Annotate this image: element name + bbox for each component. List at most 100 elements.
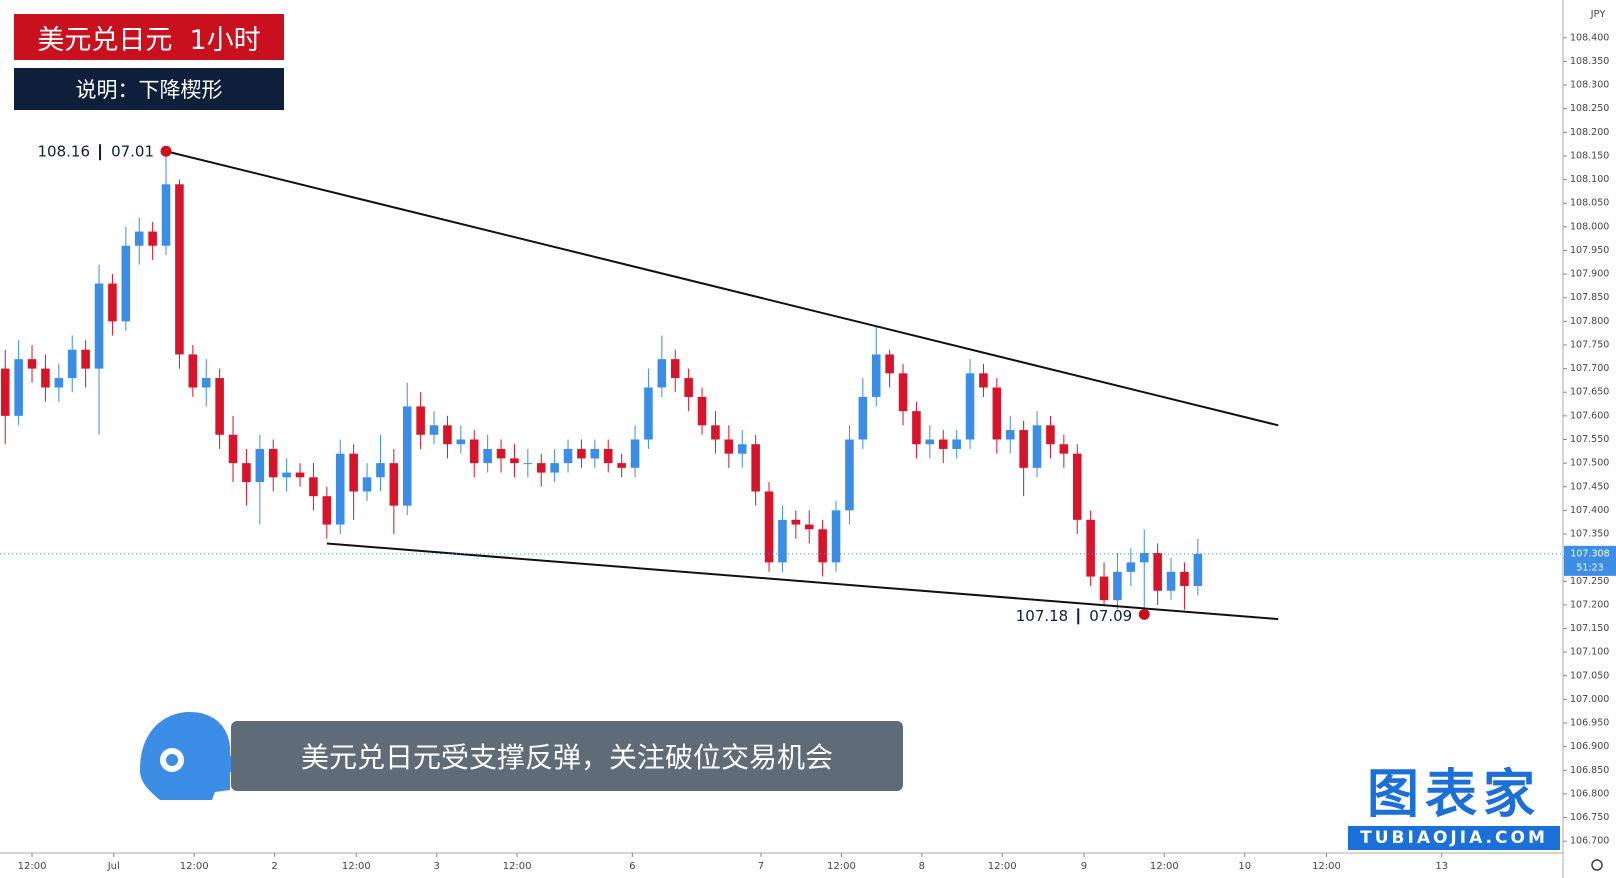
y-tick-label: 108.000 <box>1570 221 1609 232</box>
candle-body <box>67 349 77 379</box>
y-tick-label: 108.200 <box>1570 127 1609 138</box>
trendline <box>165 150 1279 427</box>
candle-body <box>684 378 693 397</box>
candle-body <box>389 463 399 506</box>
head-eye-core <box>166 754 178 766</box>
candle-body <box>791 519 801 525</box>
candle-body <box>1180 571 1189 586</box>
candle-body <box>898 373 908 412</box>
candle-body <box>630 439 640 468</box>
chart-title: 美元兑日元 1小时 <box>14 14 284 60</box>
x-tick-label: 12:00 <box>988 861 1017 872</box>
candle-body <box>1113 571 1122 601</box>
y-tick-label: 108.300 <box>1570 80 1609 91</box>
candle-body <box>644 387 653 440</box>
x-tick-label: 9 <box>1081 861 1087 872</box>
candle-body <box>148 231 157 246</box>
y-tick-label: 107.850 <box>1570 292 1609 303</box>
candle-body <box>1032 425 1042 468</box>
candle-body <box>376 463 385 478</box>
y-tick-label: 108.250 <box>1570 103 1609 114</box>
candle-body <box>108 283 117 322</box>
y-tick-label: 107.600 <box>1570 410 1609 421</box>
candle-body <box>711 425 720 440</box>
candle-body <box>804 524 814 530</box>
candle-body <box>469 439 479 464</box>
candle-body <box>925 439 935 445</box>
x-tick-label: 12:00 <box>180 861 209 872</box>
y-tick-label: 106.950 <box>1570 718 1609 729</box>
candle-body <box>1126 562 1136 572</box>
candle-body <box>1193 553 1203 586</box>
annotation-point <box>1138 608 1150 620</box>
candle-body <box>1046 425 1055 445</box>
candle-body <box>979 373 988 388</box>
x-tick-label: 8 <box>919 861 925 872</box>
candle-body <box>724 439 734 454</box>
candle-body <box>1099 576 1109 601</box>
candle-body <box>282 472 291 478</box>
y-tick-label: 107.200 <box>1570 599 1609 610</box>
y-tick-label: 107.450 <box>1570 481 1609 492</box>
ai-icon <box>140 712 238 800</box>
candle-body <box>1086 519 1095 577</box>
x-tick-label: 12:00 <box>503 861 532 872</box>
candle-body <box>27 359 37 369</box>
candle-body <box>268 448 278 478</box>
x-tick-label: 12:00 <box>18 861 47 872</box>
plot-area <box>0 0 1563 853</box>
y-tick-label: 107.500 <box>1570 458 1609 469</box>
candle-body <box>362 477 372 492</box>
candle-body <box>201 378 211 388</box>
y-tick-label: 107.050 <box>1570 670 1609 681</box>
candle-body <box>510 458 519 464</box>
y-tick-label: 106.850 <box>1570 765 1609 776</box>
currency-label: JPY <box>1590 9 1607 20</box>
candle-body <box>349 453 358 492</box>
candle-body <box>536 463 546 473</box>
countdown-label: 51:23 <box>1576 562 1603 573</box>
x-tick-label: 12:00 <box>1150 861 1179 872</box>
x-tick-label: 12:00 <box>1312 861 1341 872</box>
settings-icon[interactable] <box>1591 859 1603 871</box>
annotation-date: 07.01 <box>111 143 154 161</box>
candle-body <box>952 439 961 449</box>
x-tick-label: 3 <box>434 861 440 872</box>
candle-body <box>456 439 466 445</box>
candle-body <box>845 439 854 511</box>
candle-body <box>443 425 452 445</box>
candle-body <box>402 406 412 506</box>
candle-body <box>81 349 90 369</box>
candle-body <box>1166 571 1176 591</box>
candle-body <box>550 463 559 473</box>
candle-body <box>590 448 600 459</box>
chart-subtitle: 说明：下降楔形 <box>14 68 284 110</box>
candles <box>0 151 1203 615</box>
last-price-box <box>1564 545 1616 576</box>
candle-body <box>175 184 184 355</box>
candle-body <box>41 368 50 388</box>
candle-body <box>242 463 251 483</box>
logo: 图表家 TUBIAOJIA.COM <box>1348 764 1560 850</box>
y-tick-label: 107.000 <box>1570 694 1609 705</box>
logo-url: TUBIAOJIA.COM <box>1348 826 1560 850</box>
candle-body <box>1072 453 1082 520</box>
candle-body <box>670 359 680 379</box>
candle-body <box>992 387 1002 440</box>
last-price-label: 107.308 <box>1570 548 1609 559</box>
y-tick-label: 106.700 <box>1570 836 1609 847</box>
x-tick-label: 10 <box>1238 861 1251 872</box>
candle-body <box>1139 552 1149 563</box>
candle-body <box>885 354 894 374</box>
y-tick-label: 107.250 <box>1570 576 1609 587</box>
candle-body <box>1005 430 1015 440</box>
x-tick-label: Jul <box>107 861 120 872</box>
candle-body <box>764 491 774 563</box>
candle-body <box>496 448 506 459</box>
x-tick-label: 12:00 <box>342 861 371 872</box>
y-tick-label: 107.750 <box>1570 339 1609 350</box>
caption: 美元兑日元受支撑反弹，关注破位交易机会 <box>231 721 903 791</box>
candle-body <box>737 444 747 454</box>
